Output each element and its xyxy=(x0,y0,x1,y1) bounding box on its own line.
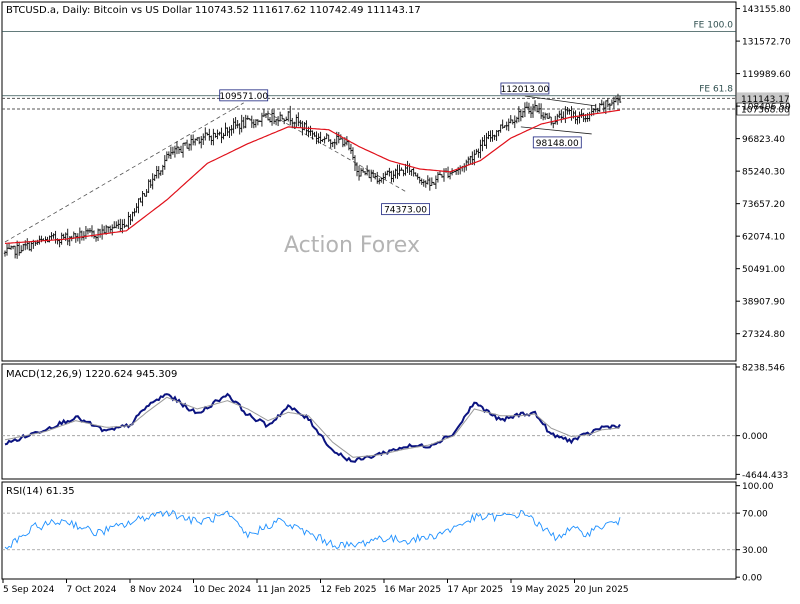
fe-level-label-1: FE 61.8 xyxy=(699,85,733,95)
macd-y-tick-label-0: 8238.546 xyxy=(742,364,785,374)
price-y-tick-label-5: 85240.30 xyxy=(742,168,785,178)
price-tag-label-1: 107368.00 xyxy=(741,106,790,116)
macd-main-line xyxy=(4,392,621,463)
macd-series xyxy=(2,392,736,463)
annotation-box-3 xyxy=(381,203,430,216)
x-tick-label-2: 8 Nov 2024 xyxy=(130,585,182,595)
annotation-box-0 xyxy=(219,89,269,102)
x-tick-label-1: 7 Oct 2024 xyxy=(67,585,117,595)
rsi-series xyxy=(2,509,736,551)
chart-title: BTCUSD.a, Daily: Bitcoin vs US Dollar 11… xyxy=(6,5,421,16)
price-y-tick-label-9: 38907.90 xyxy=(742,298,785,308)
price-y-tick-label-1: 131572.70 xyxy=(742,38,791,48)
price-panel[interactable] xyxy=(1,1,737,362)
annotation-label-1: 112013.00 xyxy=(501,85,550,95)
x-tick-label-5: 12 Feb 2025 xyxy=(321,585,377,595)
price-y-tick-label-8: 50491.00 xyxy=(742,265,785,275)
macd-panel[interactable] xyxy=(1,363,737,480)
moving-average-line xyxy=(4,109,621,244)
price-y-tick-label-2: 119989.60 xyxy=(742,70,791,80)
price-y-tick-label-4: 96823.40 xyxy=(742,135,785,145)
macd-y-tick-label-1: 0.000 xyxy=(742,432,768,442)
price-y-tick-label-6: 73657.20 xyxy=(742,200,785,210)
price-y-tick-label-10: 27324.80 xyxy=(742,330,785,340)
annotation-label-0: 109571.00 xyxy=(219,92,268,102)
price-y-tick-label-3: 108406.50 xyxy=(742,103,791,113)
x-tick-label-7: 17 Apr 2025 xyxy=(448,585,504,595)
annotation-label-2: 98148.00 xyxy=(536,139,579,149)
annotation-box-1 xyxy=(500,82,550,95)
x-tick-label-4: 11 Jan 2025 xyxy=(257,585,311,595)
rsi-y-tick-label-0: 100.00 xyxy=(742,482,774,492)
fe-level-label-0: FE 100.0 xyxy=(694,20,734,30)
price-tag-box-0 xyxy=(737,92,789,105)
macd-title: MACD(12,26,9) 1220.624 945.309 xyxy=(6,369,177,380)
macd-y-tick-label-2: -4644.433 xyxy=(742,471,788,481)
rsi-line xyxy=(4,509,621,550)
price-series: FE 100.0 FE 61.8 109571.00 112013.00 98148.0… xyxy=(2,20,736,259)
trendline-down xyxy=(267,112,406,192)
price-tag-label-0: 111143.17 xyxy=(741,95,790,105)
price-y-tick-label-7: 62074.10 xyxy=(742,233,785,243)
watermark: Action Forex xyxy=(284,233,420,258)
price-tag-box-1 xyxy=(736,102,790,116)
price-y-tick-label-0: 143155.80 xyxy=(742,5,791,15)
annotation-label-3: 74373.00 xyxy=(384,206,427,216)
rsi-title: RSI(14) 61.35 xyxy=(6,486,75,497)
x-tick-label-8: 19 May 2025 xyxy=(511,585,570,595)
rsi-y-tick-label-2: 30.00 xyxy=(742,546,768,556)
x-tick-label-0: 5 Sep 2024 xyxy=(3,585,55,595)
x-tick-label-6: 16 Mar 2025 xyxy=(384,585,441,595)
rsi-y-tick-label-1: 70.00 xyxy=(742,510,768,520)
x-tick-label-9: 20 Jun 2025 xyxy=(575,585,629,595)
x-tick-label-3: 10 Dec 2024 xyxy=(194,585,252,595)
macd-signal-line xyxy=(4,396,621,458)
triangle-upper-line xyxy=(524,95,596,107)
annotation-box-2 xyxy=(532,136,582,149)
rsi-panel[interactable] xyxy=(1,481,737,580)
rsi-y-tick-label-3: 0.00 xyxy=(742,574,762,584)
